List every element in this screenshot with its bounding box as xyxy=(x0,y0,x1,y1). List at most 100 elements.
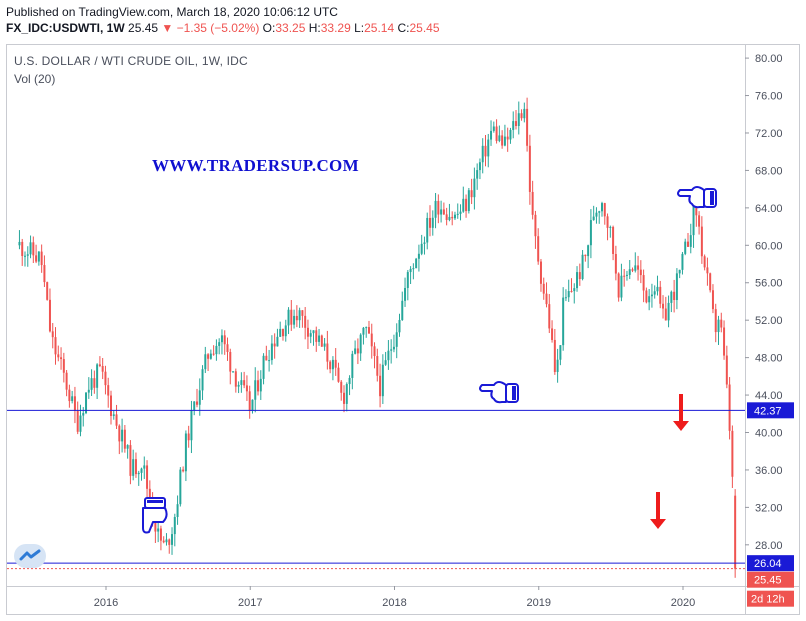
volume-legend[interactable]: Vol (20) xyxy=(14,72,56,86)
candle-body xyxy=(728,384,731,431)
candle-body xyxy=(667,302,670,321)
countdown-tag xyxy=(747,590,794,607)
x-tick-label: 2016 xyxy=(94,597,118,609)
candle-body xyxy=(309,333,312,337)
last-price-tag xyxy=(747,571,794,588)
low-label: L: xyxy=(354,21,365,35)
candle-body xyxy=(82,413,85,416)
candle-body xyxy=(476,170,479,179)
candle-body xyxy=(85,392,88,414)
candle-body xyxy=(698,215,701,227)
candle-body xyxy=(562,297,565,346)
candle-body xyxy=(703,256,706,268)
candle-body xyxy=(717,319,720,333)
candle-body xyxy=(146,465,149,489)
candle-body xyxy=(650,294,653,297)
candle-body xyxy=(212,353,215,355)
price-change: ▼ −1.35 (−5.02%) xyxy=(161,21,260,35)
x-tick-label: 2018 xyxy=(382,597,406,609)
candle-body xyxy=(625,274,628,276)
y-tick-label: 80.00 xyxy=(755,53,783,65)
candle-body xyxy=(132,459,135,476)
down-arrow-icon-shaft xyxy=(656,492,660,521)
candle-body xyxy=(257,380,260,392)
candle-body xyxy=(204,354,207,370)
candle-body xyxy=(284,325,287,337)
candle-body xyxy=(159,528,162,541)
candle-body xyxy=(662,303,665,309)
candle-body xyxy=(243,380,246,386)
candle-body xyxy=(79,415,82,432)
candle-body xyxy=(437,200,440,215)
candle-body xyxy=(556,359,559,372)
symbol-label: FX_IDC:USDWTI, 1W xyxy=(6,21,125,35)
candle-body xyxy=(254,380,257,400)
candle-body xyxy=(115,414,118,426)
candle-body xyxy=(345,384,348,404)
candle-body xyxy=(598,211,601,213)
support-price-label: 42.37 xyxy=(754,405,782,417)
candle-body xyxy=(287,309,290,326)
y-tick-label: 44.00 xyxy=(755,390,783,402)
chart-frame[interactable] xyxy=(6,44,800,615)
candle-body xyxy=(46,282,49,300)
candle-body xyxy=(323,343,326,347)
candle-body xyxy=(639,269,642,276)
candle-body xyxy=(448,216,451,220)
candle-body xyxy=(412,268,415,270)
pointing-hand-down-icon xyxy=(142,497,168,534)
candle-body xyxy=(123,429,126,449)
tradingview-logo-icon[interactable] xyxy=(14,544,46,568)
candle-body xyxy=(201,369,204,391)
candle-body xyxy=(265,355,268,361)
candle-body xyxy=(176,504,179,518)
candle-body xyxy=(467,190,470,212)
candle-body xyxy=(179,469,182,505)
candle-body xyxy=(348,377,351,385)
high-label: H: xyxy=(308,21,321,35)
candle-body xyxy=(462,198,465,212)
candle-body xyxy=(578,272,581,280)
candle-body xyxy=(154,519,157,532)
candle-body xyxy=(171,534,174,545)
candle-body xyxy=(240,380,243,385)
candle-body xyxy=(190,410,193,441)
candle-body xyxy=(343,392,346,404)
y-tick-label: 52.00 xyxy=(755,315,783,327)
candle-body xyxy=(459,211,462,214)
candle-body xyxy=(492,126,495,131)
candle-body xyxy=(140,468,143,473)
candle-body xyxy=(90,378,93,390)
y-tick-label: 60.00 xyxy=(755,240,783,252)
candle-body xyxy=(506,136,509,140)
candle-body xyxy=(600,203,603,212)
candle-body xyxy=(362,327,365,335)
high-value: 33.29 xyxy=(320,21,351,35)
candle-body xyxy=(381,364,384,397)
candle-body xyxy=(304,315,307,328)
candle-body xyxy=(76,410,79,432)
candle-body xyxy=(48,299,51,332)
candle-body xyxy=(484,145,487,157)
candle-body xyxy=(406,272,409,288)
candle-body xyxy=(545,293,548,305)
candle-body xyxy=(595,212,598,217)
candle-body xyxy=(318,335,321,342)
x-tick-label: 2019 xyxy=(527,597,551,609)
candle-body xyxy=(628,269,631,275)
candle-body xyxy=(515,121,518,126)
candle-body xyxy=(490,130,493,140)
candle-body xyxy=(320,335,323,347)
candle-body xyxy=(220,335,223,343)
y-tick-label: 72.00 xyxy=(755,128,783,140)
candle-body xyxy=(259,378,262,392)
candle-body xyxy=(121,429,124,442)
candle-body xyxy=(523,108,526,119)
candle-body xyxy=(96,364,99,388)
candle-body xyxy=(331,359,334,370)
candle-body xyxy=(312,330,315,334)
candle-body xyxy=(326,343,329,362)
candle-body xyxy=(720,319,723,328)
pointing-hand-icon xyxy=(479,381,519,404)
